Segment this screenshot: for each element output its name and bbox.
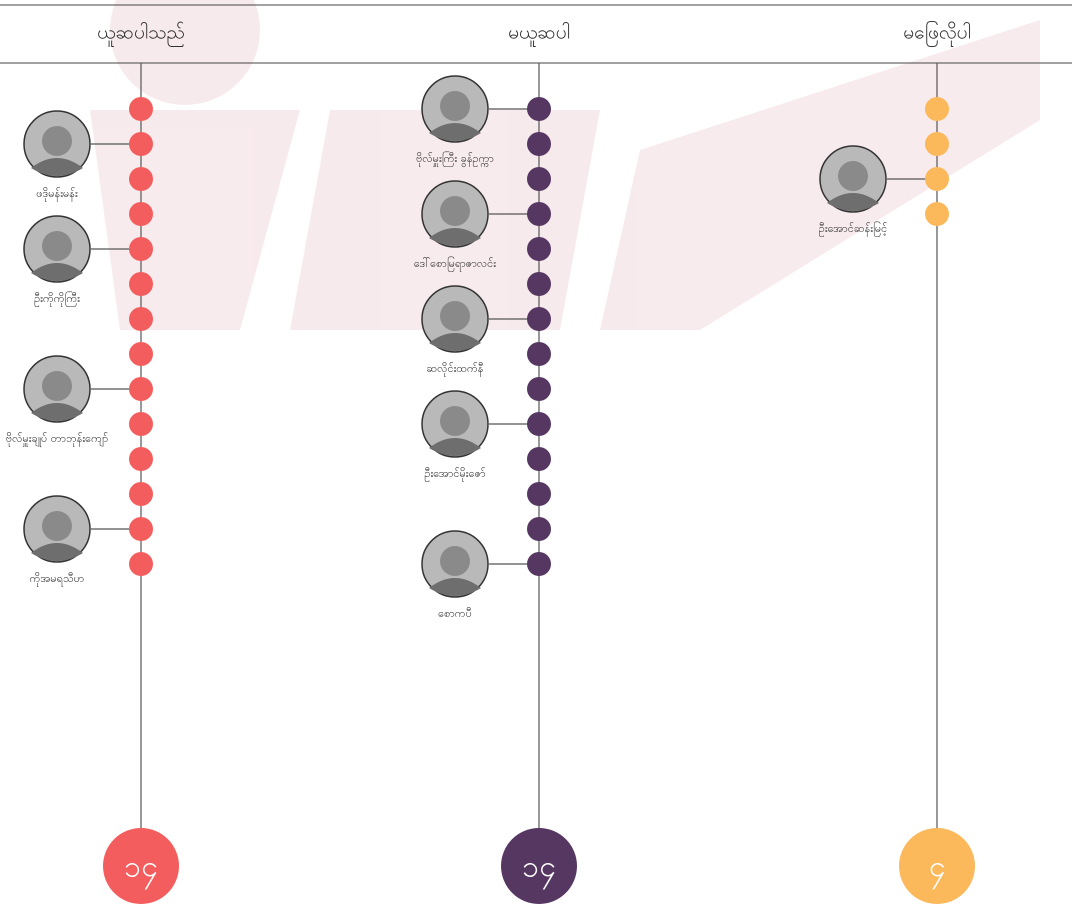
dot bbox=[527, 377, 551, 401]
column-header: မယူဆပါ bbox=[508, 21, 570, 48]
portrait-face bbox=[440, 91, 470, 121]
dot bbox=[527, 517, 551, 541]
dot bbox=[527, 447, 551, 471]
dot bbox=[527, 552, 551, 576]
watermark bbox=[90, 0, 1040, 330]
dot bbox=[129, 307, 153, 331]
portrait-face bbox=[440, 546, 470, 576]
dot bbox=[129, 132, 153, 156]
portrait-body bbox=[827, 193, 879, 211]
dot bbox=[527, 342, 551, 366]
portrait-face bbox=[440, 301, 470, 331]
dot bbox=[925, 97, 949, 121]
dot bbox=[527, 482, 551, 506]
person-name: ဗိုလ်မှူးကြီး ခွန်ဥက္ကာ bbox=[416, 151, 494, 167]
dot bbox=[527, 237, 551, 261]
dot bbox=[527, 167, 551, 191]
dot bbox=[129, 552, 153, 576]
portrait-face bbox=[42, 511, 72, 541]
dot bbox=[129, 237, 153, 261]
portrait-body bbox=[31, 263, 83, 281]
dot bbox=[129, 97, 153, 121]
portrait-face bbox=[42, 126, 72, 156]
dot bbox=[527, 412, 551, 436]
column-header: မဖြေလိုပါ bbox=[903, 20, 971, 48]
dot bbox=[129, 517, 153, 541]
person-name: ဦးကိုကိုကြီး bbox=[34, 291, 80, 307]
dot bbox=[129, 342, 153, 366]
dot bbox=[527, 97, 551, 121]
portrait-body bbox=[31, 403, 83, 421]
dot bbox=[527, 272, 551, 296]
portrait-body bbox=[429, 123, 481, 141]
dot bbox=[527, 307, 551, 331]
total-circle bbox=[103, 828, 179, 904]
person-name: ဗိုလ်မှူးချုပ် တာဘုန်းကျော် bbox=[6, 432, 108, 447]
dot bbox=[129, 167, 153, 191]
dot bbox=[129, 377, 153, 401]
portrait-body bbox=[31, 543, 83, 561]
dot bbox=[527, 132, 551, 156]
dot bbox=[925, 167, 949, 191]
portrait-body bbox=[429, 228, 481, 246]
dot bbox=[129, 482, 153, 506]
dot bbox=[129, 447, 153, 471]
total-circle bbox=[501, 828, 577, 904]
dot bbox=[925, 202, 949, 226]
person-name: ဦးအောင်မိုးဇော် bbox=[424, 467, 485, 482]
person-name: ဆလိုင်းထက်နီ bbox=[427, 362, 484, 377]
person-name: ဖဒိုမန်းမန်း bbox=[36, 187, 78, 202]
dot bbox=[129, 412, 153, 436]
portrait-body bbox=[31, 158, 83, 176]
portrait-face bbox=[42, 231, 72, 261]
person-name: စောကပီ bbox=[438, 607, 472, 620]
dot bbox=[129, 202, 153, 226]
portrait-body bbox=[429, 333, 481, 351]
total-circle bbox=[899, 828, 975, 904]
portrait-body bbox=[429, 578, 481, 596]
portrait-face bbox=[440, 406, 470, 436]
dot bbox=[129, 272, 153, 296]
total: ၁၄ bbox=[124, 850, 158, 891]
total: ၁၄ bbox=[522, 850, 556, 891]
person-name: ဦးအောင်ဆန်းမြင့် bbox=[819, 221, 888, 237]
column-header: ယူဆပါသည် bbox=[97, 21, 185, 48]
dot bbox=[527, 202, 551, 226]
person-name: ကိုအမရသီဟ bbox=[30, 572, 85, 587]
portrait-face bbox=[42, 371, 72, 401]
portrait-face bbox=[440, 196, 470, 226]
portrait-body bbox=[429, 438, 481, 456]
person-name: ဒေါ်စောမြရာဇာလင်း bbox=[414, 256, 496, 272]
portrait-face bbox=[838, 161, 868, 191]
total: ၄ bbox=[929, 850, 946, 891]
dot bbox=[925, 132, 949, 156]
